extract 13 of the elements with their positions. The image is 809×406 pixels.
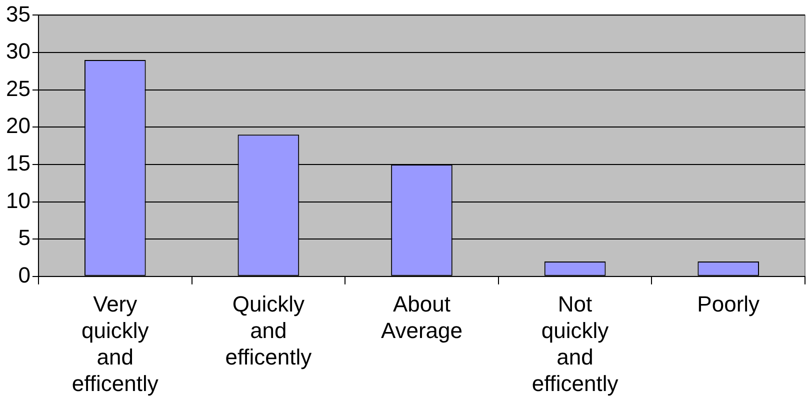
x-tick-label: Poorly [697, 292, 760, 317]
y-tick-label: 20 [6, 113, 30, 138]
x-tick-label: About Average [380, 292, 463, 344]
x-tick-label: Quickly and efficently [225, 292, 312, 370]
y-tick-label: 25 [6, 76, 30, 101]
y-tick-label: 30 [6, 38, 30, 64]
y-tick-label: 10 [6, 188, 30, 213]
y-tick-label: 15 [6, 150, 30, 176]
y-tick-label: 0 [18, 262, 30, 288]
y-tick-label: 35 [6, 1, 30, 26]
x-tick-label: Not quickly and efficently [532, 292, 618, 396]
x-tick-label: Very quickly and efficently [72, 292, 158, 396]
y-tick-label: 5 [18, 225, 30, 250]
